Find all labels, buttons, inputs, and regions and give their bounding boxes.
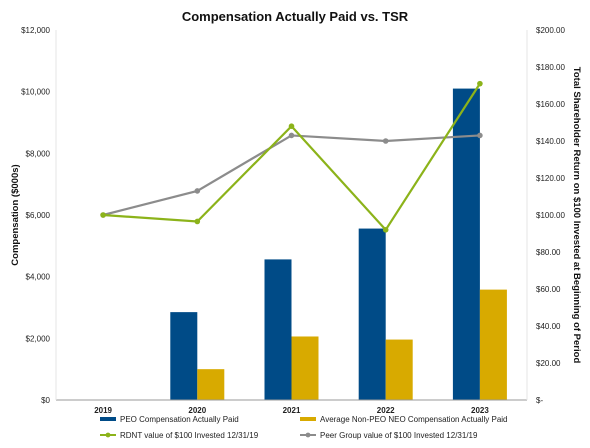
point-peer-group — [382, 138, 389, 144]
y-axis-right-title: Total Shareholder Return on $100 Investe… — [571, 67, 582, 364]
lines — [100, 80, 483, 233]
y-axis-right: $- $20.00 $40.00 $60.00 $80.00 $100.00 $120.00… — [536, 26, 565, 405]
x-tick-label: 2022 — [377, 406, 395, 415]
y-tick-right: $140.00 — [536, 137, 565, 146]
legend-non-peo-swatch — [300, 417, 316, 421]
point-rdnt — [100, 212, 106, 218]
point-rdnt — [382, 227, 389, 233]
bar-peo — [358, 228, 386, 400]
legend: PEO Compensation Actually Paid Average No… — [100, 415, 508, 440]
y-tick-right: $180.00 — [536, 63, 565, 72]
y-tick-right: $- — [536, 396, 543, 405]
point-rdnt — [288, 123, 295, 129]
legend-peer-group-marker — [305, 432, 311, 438]
point-peer-group — [288, 132, 295, 139]
point-peer-group — [477, 132, 483, 139]
y-tick-left: $2,000 — [26, 334, 51, 343]
bars — [170, 88, 507, 400]
y-tick-left: $4,000 — [26, 273, 51, 282]
bar-non-peo — [479, 289, 507, 400]
x-tick-label: 2023 — [471, 406, 489, 415]
y-tick-left: $6,000 — [26, 211, 51, 220]
y-tick-left: $8,000 — [26, 149, 51, 158]
x-tick-label: 2019 — [94, 406, 112, 415]
x-axis: 2019 2020 2021 2022 2023 — [94, 406, 489, 415]
legend-rdnt-marker — [105, 432, 111, 438]
chart-title: Compensation Actually Paid vs. TSR — [182, 9, 409, 24]
legend-rdnt-label: RDNT value of $100 Invested 12/31/19 — [120, 431, 259, 440]
x-tick-label: 2020 — [188, 406, 206, 415]
y-tick-left: $0 — [41, 396, 50, 405]
y-tick-right: $200.00 — [536, 26, 565, 35]
bar-peo — [452, 88, 480, 400]
legend-non-peo-label: Average Non-PEO NEO Compensation Actuall… — [320, 415, 508, 424]
point-rdnt — [477, 80, 483, 87]
line-rdnt — [103, 83, 481, 232]
y-tick-left: $12,000 — [21, 26, 50, 35]
point-peer-group — [194, 188, 201, 194]
legend-peer-group-label: Peer Group value of $100 Invested 12/31/… — [320, 431, 478, 440]
y-tick-right: $80.00 — [536, 248, 561, 257]
y-axis-left: $0 $2,000 $4,000 $6,000 $8,000 $10,000 $12,000 — [21, 26, 50, 405]
bar-non-peo — [197, 369, 225, 400]
y-axis-left-title: Compensation ($000s) — [10, 164, 21, 265]
y-tick-right: $120.00 — [536, 174, 565, 183]
line-peer-group — [102, 134, 480, 217]
y-tick-right: $40.00 — [536, 322, 561, 331]
y-tick-right: $160.00 — [536, 100, 565, 109]
x-tick-label: 2021 — [283, 406, 301, 415]
bar-non-peo — [291, 336, 319, 400]
y-tick-right: $60.00 — [536, 285, 561, 294]
y-tick-right: $100.00 — [536, 211, 565, 220]
y-tick-right: $20.00 — [536, 359, 561, 368]
y-tick-left: $10,000 — [21, 88, 50, 97]
bar-peo — [264, 259, 292, 400]
point-rdnt — [194, 218, 201, 225]
legend-peo-swatch — [100, 417, 116, 421]
bar-non-peo — [385, 339, 413, 400]
bar-peo — [170, 312, 198, 400]
legend-peo-label: PEO Compensation Actually Paid — [120, 415, 239, 424]
